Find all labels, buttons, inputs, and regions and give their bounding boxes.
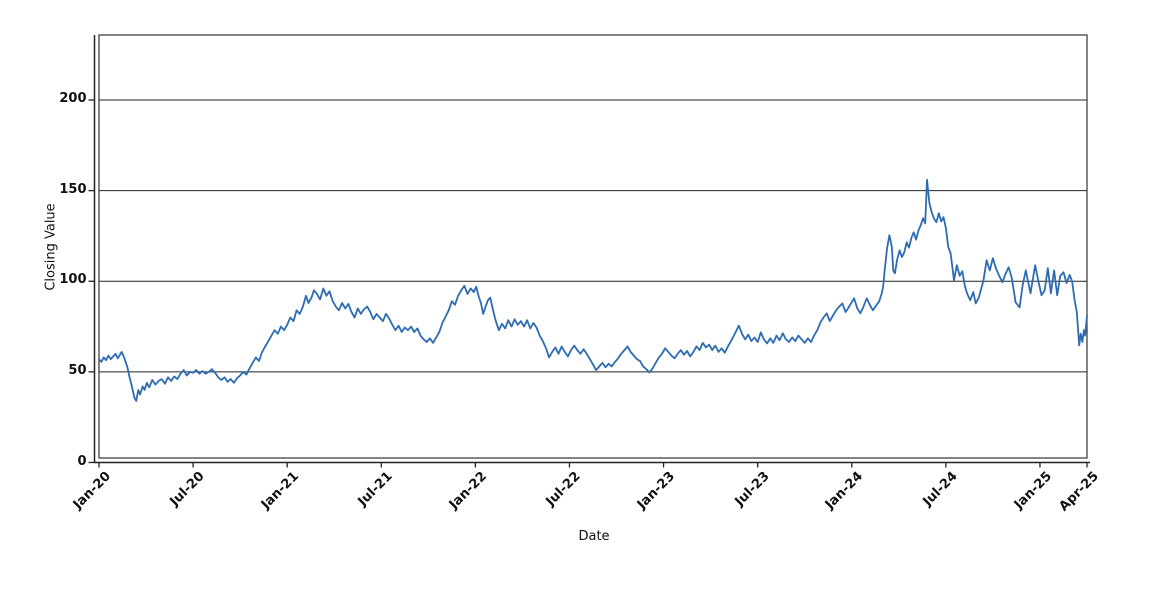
closing-value-line bbox=[98, 178, 1088, 402]
y-tick-label: 150 bbox=[59, 181, 87, 197]
x-axis-title: Date bbox=[578, 529, 610, 544]
y-tick-label: 200 bbox=[59, 91, 87, 106]
plot-frame bbox=[98, 34, 1088, 459]
y-tick-label: 0 bbox=[77, 453, 87, 469]
y-tick-label: 100 bbox=[59, 272, 87, 288]
y-tick-label: 50 bbox=[68, 362, 87, 378]
y-axis-title: Closing Value bbox=[43, 203, 59, 291]
